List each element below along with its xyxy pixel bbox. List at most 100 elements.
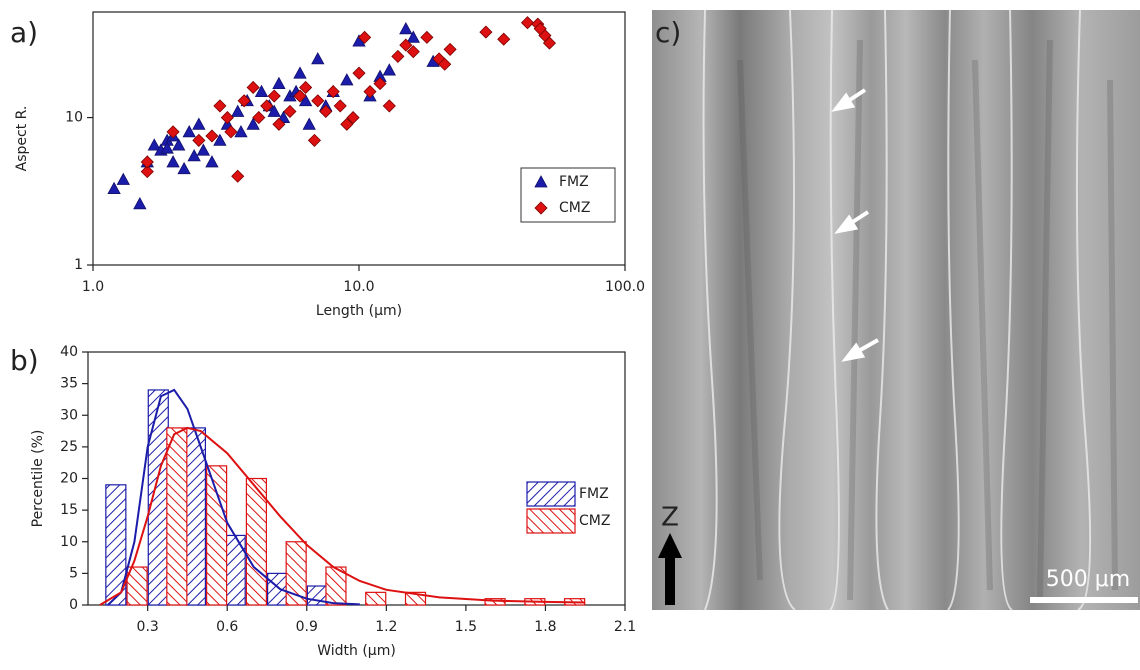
point — [307, 133, 322, 147]
point — [363, 85, 377, 99]
point — [311, 52, 325, 65]
point — [293, 66, 307, 79]
point — [213, 133, 227, 146]
panel-label: b) — [10, 344, 39, 377]
bar — [206, 465, 228, 606]
point — [520, 16, 535, 30]
point — [177, 161, 191, 175]
legend-marker — [534, 175, 548, 188]
legend-label: FMZ — [579, 486, 609, 502]
y-axis-label: Aspect R. — [14, 106, 30, 172]
x-tick-label: 1.5 — [455, 619, 477, 635]
point — [246, 117, 260, 130]
x-tick-label: 0.9 — [296, 619, 318, 635]
point — [438, 57, 452, 71]
x-tick-label: 2.1 — [614, 619, 636, 635]
legend-marker — [534, 201, 548, 215]
point — [172, 138, 186, 151]
point — [406, 45, 420, 59]
point — [116, 172, 130, 185]
legend-swatch — [526, 481, 576, 507]
bar — [147, 389, 169, 606]
fit-curve — [99, 426, 586, 606]
x-tick-label: 1.0 — [82, 279, 104, 295]
point — [192, 133, 206, 147]
point — [213, 99, 227, 113]
point — [166, 155, 180, 168]
point — [140, 165, 154, 179]
point — [147, 138, 161, 151]
y-tick-label: 15 — [60, 502, 78, 518]
x-tick-label: 0.6 — [216, 619, 238, 635]
legend-swatch — [526, 508, 576, 534]
point — [340, 117, 354, 131]
x-axis-label: Length (μm) — [316, 303, 402, 319]
point — [283, 104, 297, 119]
point — [391, 49, 405, 63]
x-tick-label: 1.2 — [375, 619, 397, 635]
point — [340, 73, 354, 86]
point — [205, 129, 219, 143]
point — [293, 89, 307, 103]
y-tick-label: 0 — [69, 597, 78, 613]
bar — [166, 427, 188, 606]
legend-label: CMZ — [559, 200, 590, 216]
point — [346, 110, 360, 125]
point — [267, 104, 281, 117]
x-tick-label: 10.0 — [343, 279, 374, 295]
scale-bar-label: 500 μm — [1046, 567, 1130, 592]
y-tick-label: 30 — [60, 407, 78, 423]
point — [234, 125, 248, 138]
point — [542, 36, 557, 50]
point — [326, 85, 340, 99]
fit-curve — [107, 388, 360, 606]
x-tick-label: 1.8 — [534, 619, 556, 635]
point — [246, 80, 260, 95]
direction-label: Z — [661, 503, 679, 533]
point — [205, 155, 219, 168]
x-tick-label: 100.0 — [605, 279, 645, 295]
point — [399, 21, 413, 35]
micrograph — [652, 9, 1140, 611]
y-tick-label: 1 — [74, 257, 83, 273]
point — [311, 94, 325, 108]
point — [333, 99, 347, 113]
point — [182, 125, 196, 138]
point — [133, 196, 147, 210]
point — [160, 141, 174, 154]
x-axis-label: Width (μm) — [317, 643, 396, 659]
point — [298, 93, 313, 107]
point — [497, 32, 511, 46]
y-tick-label: 25 — [60, 439, 78, 455]
y-tick-label: 5 — [69, 565, 78, 581]
legend-box — [520, 167, 616, 223]
point — [220, 110, 234, 125]
point — [224, 125, 238, 139]
point — [196, 143, 211, 156]
point — [373, 77, 387, 91]
point — [237, 94, 251, 108]
legend-label: CMZ — [579, 513, 610, 529]
point — [231, 104, 245, 117]
bar — [126, 566, 148, 606]
point — [272, 76, 286, 89]
point — [140, 155, 154, 169]
point — [358, 30, 372, 44]
point — [299, 80, 313, 95]
bar — [365, 591, 387, 606]
point — [319, 104, 333, 119]
point — [302, 117, 316, 130]
point — [231, 169, 245, 183]
point — [533, 22, 547, 36]
point — [192, 117, 206, 130]
point — [166, 125, 180, 139]
y-tick-label: 35 — [60, 376, 78, 392]
y-tick-label: 40 — [60, 344, 78, 360]
y-tick-label: 10 — [65, 110, 83, 126]
panel-label: a) — [10, 16, 38, 49]
y-axis-label: Percentile (%) — [30, 430, 46, 528]
bar — [285, 541, 307, 606]
point — [252, 110, 266, 125]
point — [399, 38, 413, 52]
